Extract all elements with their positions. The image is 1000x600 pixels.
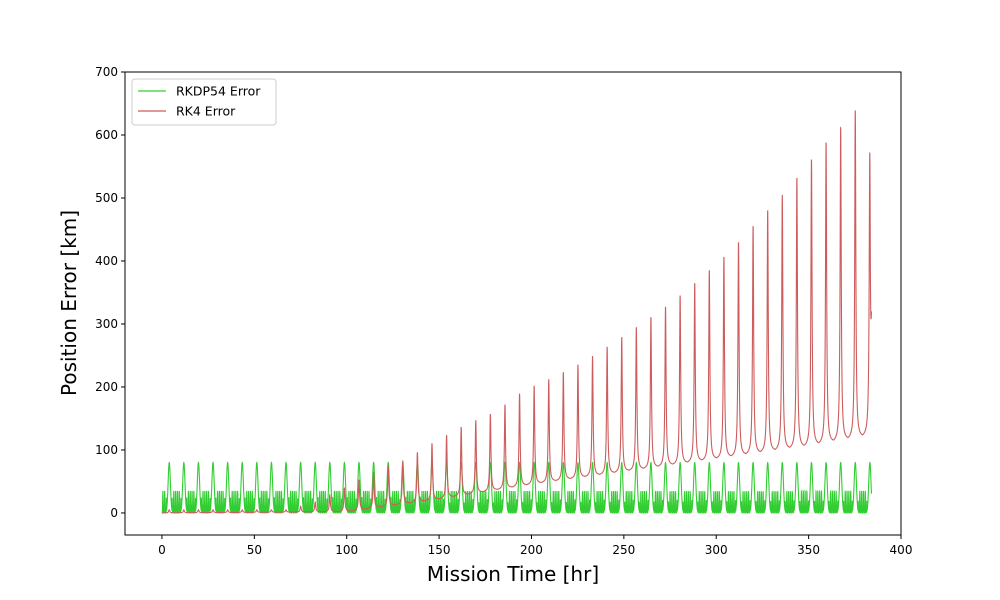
y-axis-label: Position Error [km] (57, 210, 81, 396)
plot-frame (124, 71, 902, 536)
series-line-rk4 (161, 110, 872, 514)
legend: RKDP54 Error RK4 Error (131, 78, 277, 126)
x-tick-label: 50 (247, 543, 262, 557)
y-tick-label: 300 (95, 317, 118, 331)
x-tick-label: 200 (520, 543, 543, 557)
x-tick-label: 400 (890, 543, 913, 557)
y-tick-label: 500 (95, 191, 118, 205)
x-axis-ticks: 0 50 100 150 200 250 300 350 400 (158, 535, 912, 557)
legend-label-rk4: RK4 Error (176, 104, 236, 119)
y-tick-label: 200 (95, 380, 118, 394)
x-tick-label: 300 (705, 543, 728, 557)
series-layer (161, 110, 872, 514)
x-tick-label: 100 (335, 543, 358, 557)
y-axis-ticks: 0 100 200 300 400 500 600 700 (95, 65, 125, 520)
x-tick-label: 350 (797, 543, 820, 557)
legend-label-rkdp54: RKDP54 Error (176, 84, 261, 99)
series-line-rkdp54 (161, 461, 872, 514)
y-tick-label: 100 (95, 443, 118, 457)
y-tick-label: 700 (95, 65, 118, 79)
y-tick-label: 600 (95, 128, 118, 142)
x-axis-label: Mission Time [hr] (427, 562, 599, 586)
y-tick-label: 0 (110, 506, 118, 520)
x-tick-label: 150 (428, 543, 451, 557)
y-tick-label: 400 (95, 254, 118, 268)
x-tick-label: 250 (612, 543, 635, 557)
x-tick-label: 0 (158, 543, 166, 557)
legend-box (131, 78, 277, 126)
